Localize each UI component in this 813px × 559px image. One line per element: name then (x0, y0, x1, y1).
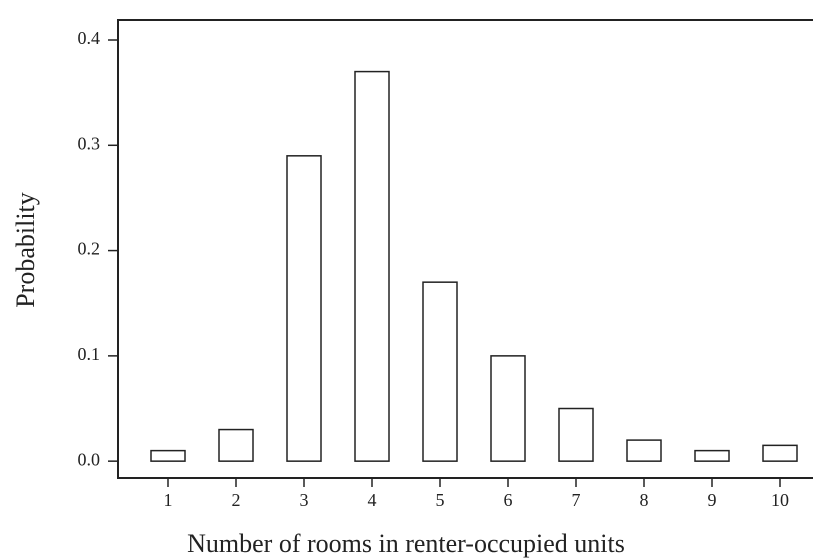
bar (626, 439, 662, 462)
y-tick-label: 0.2 (78, 239, 101, 259)
bar (286, 155, 322, 462)
x-tick-label: 3 (300, 490, 309, 510)
y-tick-label: 0.3 (78, 133, 101, 153)
plot-frame (117, 19, 813, 479)
x-tick-label: 6 (504, 490, 513, 510)
bar (558, 407, 594, 462)
x-axis-label: Number of rooms in renter-occupied units (187, 529, 625, 558)
y-tick-label: 0.0 (78, 449, 101, 469)
x-tick-label: 7 (572, 490, 581, 510)
x-tick-label: 10 (771, 490, 789, 510)
bar (490, 355, 526, 462)
bar (422, 281, 458, 462)
bar (150, 449, 186, 462)
x-tick-label: 9 (708, 490, 717, 510)
y-tick-label: 0.1 (78, 344, 101, 364)
x-tick-label: 1 (164, 490, 173, 510)
x-tick-label: 2 (232, 490, 241, 510)
y-tick-label: 0.4 (78, 28, 101, 48)
x-tick-label: 8 (640, 490, 649, 510)
x-tick-label: 4 (368, 490, 377, 510)
bar (354, 70, 390, 462)
bar (218, 428, 254, 462)
x-tick-label: 5 (436, 490, 445, 510)
bar (762, 444, 798, 462)
bar (694, 449, 730, 462)
y-axis-label: Probability (11, 192, 40, 308)
